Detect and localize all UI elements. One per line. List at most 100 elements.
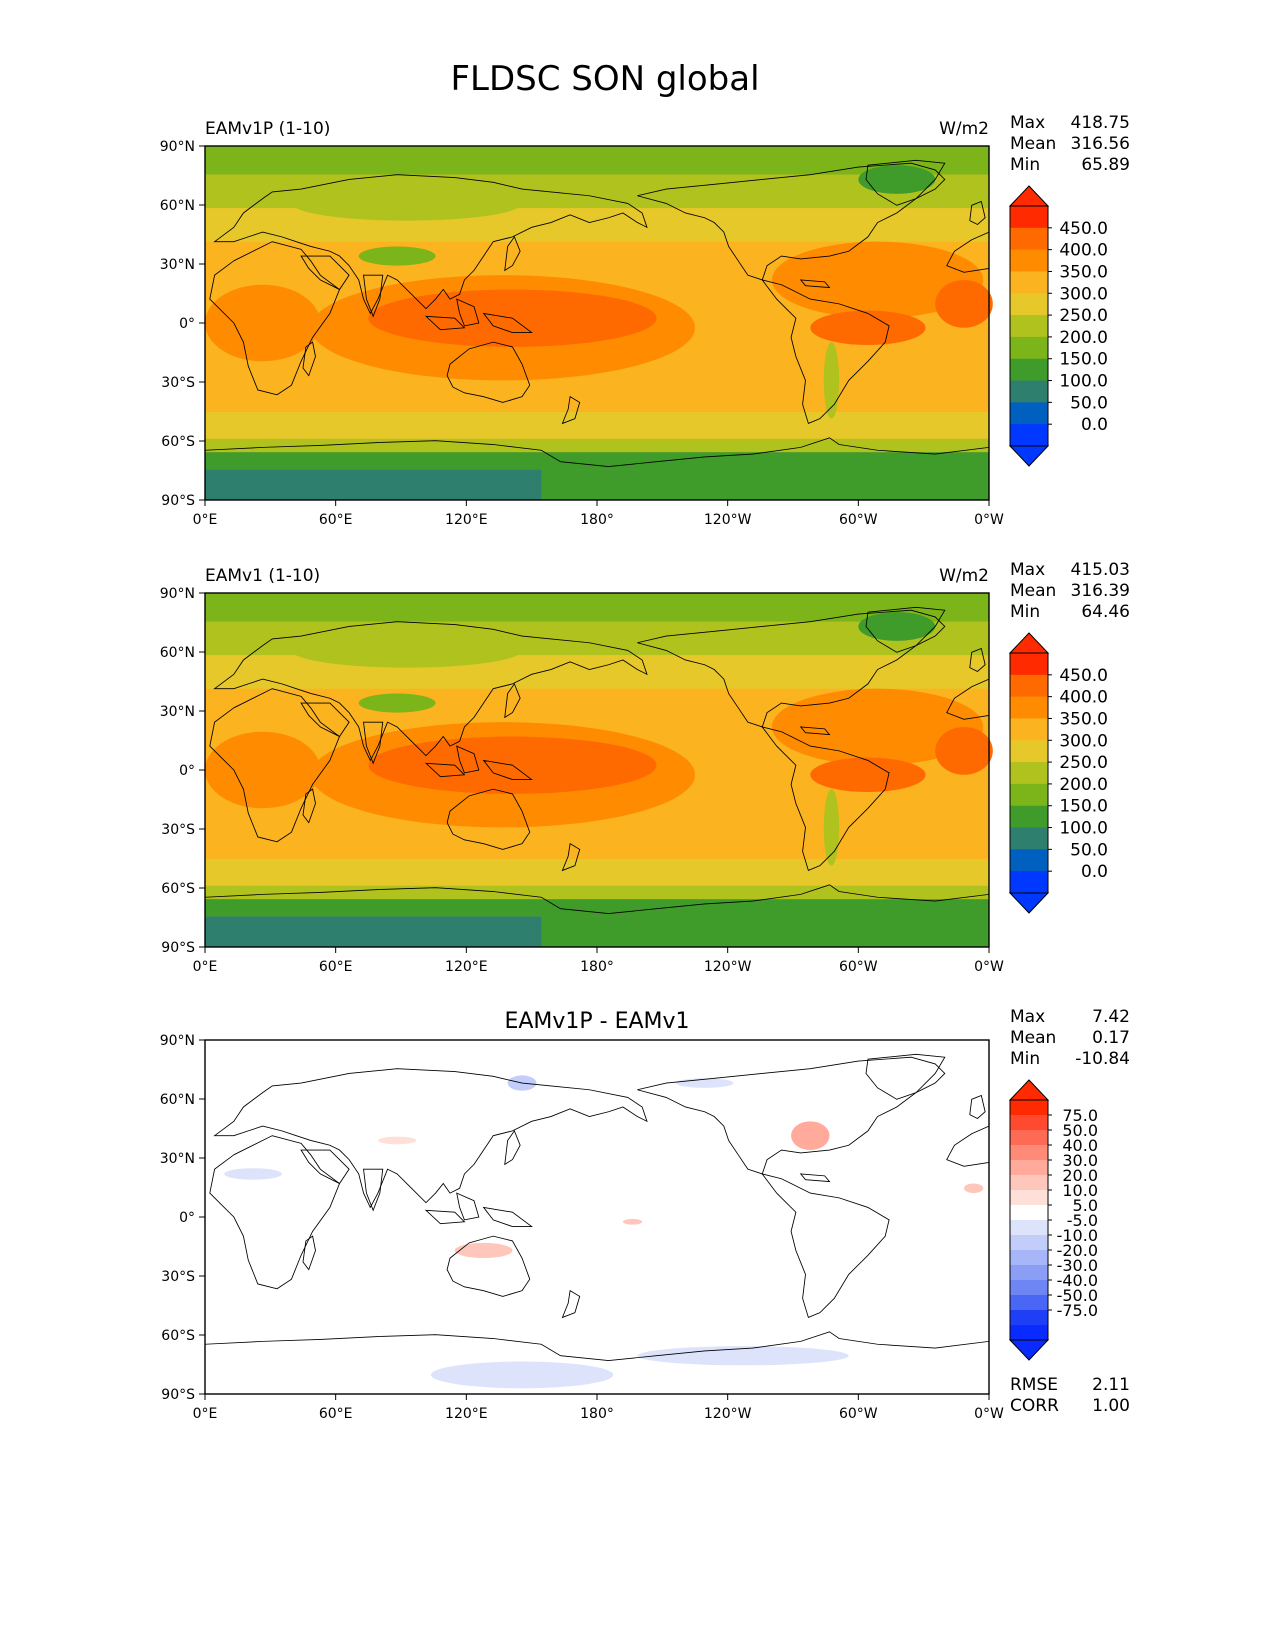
metric-value: 2.11 [1092,1375,1130,1395]
stat-label: Min [1010,155,1040,175]
lat-tick-label: 30°N [160,1151,195,1167]
colorbar-tick-label: 150.0 [1059,350,1108,370]
stat-value: 415.03 [1071,560,1130,580]
stats-block: Max 415.03 Mean 316.39 Min 64.46 [1010,560,1130,622]
lon-tick-label: 120°E [445,512,488,528]
panel-difference: 90°N 60°N 30°N 0° 30°S 60°S 90°S 0°E 60°E 120°E 18… [160,1007,1130,1422]
colorbar-segment [1010,674,1048,698]
colorbar-segment [1010,849,1048,872]
colorbar-tick-label: 450.0 [1059,219,1108,239]
panel-left-title: EAMv1 (1-10) [205,566,320,586]
colorbar-segment [1010,336,1048,360]
colorbar-tick-label: 10.0 [1062,1181,1098,1200]
colorbar-segment [1010,696,1048,719]
colorbar-tick-label: 0.0 [1081,862,1108,882]
colorbar-tick-label: 300.0 [1059,731,1108,751]
lon-tick-label: 120°E [445,1406,488,1422]
colorbar-segment [1010,740,1048,763]
colorbar-segment [1010,380,1048,403]
colorbar-tick-label: -75.0 [1057,1301,1098,1320]
stat-label: Max [1010,560,1045,580]
lon-tick-label: 60°W [839,512,878,528]
lon-tick-label: 0°E [193,1406,218,1422]
lat-tick-label: 30°S [161,1269,195,1285]
stat-value: 0.17 [1092,1028,1130,1048]
lat-tick-label: 60°N [160,198,195,214]
lat-tick-label: 60°N [160,645,195,661]
lat-tick-label: 90°S [161,1387,195,1403]
lat-tick-label: 30°S [161,375,195,391]
lon-tick-label: 60°E [319,1406,353,1422]
colorbar-tick-label: -20.0 [1057,1241,1098,1260]
colorbar-segment [1010,1100,1048,1116]
colorbar-tick-label: 350.0 [1059,262,1108,282]
lat-tick-label: 30°N [160,704,195,720]
stat-value: 316.39 [1071,581,1130,601]
lon-tick-label: 0°W [974,512,1004,528]
colorbar: 450.0400.0350.0300.0250.0200.0150.0100.0… [1008,632,1108,914]
colorbar-tick-label: -30.0 [1057,1256,1098,1275]
colorbar-segment [1010,315,1048,338]
lon-tick-label: 60°W [839,1406,878,1422]
lon-tick-label: 120°W [704,512,752,528]
colorbar-tick-label: 75.0 [1062,1106,1098,1125]
stat-label: Max [1010,113,1045,133]
lon-tick-label: 60°E [319,959,353,975]
colorbar-segment [1010,402,1048,425]
colorbar-min-extend [1008,892,1050,914]
panel-reference: 90°N 60°N 30°N 0° 30°S 60°S 90°S 0°E 60°E 120°E 18… [160,560,1130,975]
figure-title: FLDSC SON global [450,59,759,99]
lat-tick-label: 0° [179,1210,195,1226]
colorbar: 75.050.040.030.020.010.05.0-5.0-10.0-20.… [1008,1079,1098,1361]
map-test [204,146,993,501]
colorbar-tick-label: 250.0 [1059,306,1108,326]
lon-tick-label: 0°E [193,512,218,528]
lon-tick-label: 120°W [704,1406,752,1422]
lon-tick-label: 180° [580,1406,614,1422]
colorbar-tick-label: 300.0 [1059,284,1108,304]
lat-tick-label: 60°S [161,434,195,450]
panel-left-title: EAMv1P (1-10) [205,119,330,139]
panel-center-title: EAMv1P - EAMv1 [504,1009,689,1034]
colorbar-segment [1010,227,1048,251]
colorbar-tick-label: 40.0 [1062,1136,1098,1155]
colorbar-tick-label: 150.0 [1059,797,1108,817]
colorbar-segment [1010,293,1048,316]
panel-test: 90°N 60°N 30°N 0° 30°S 60°S 90°S 0°E 60°E 120°E 18… [160,113,1130,528]
colorbar-tick-label: 400.0 [1059,241,1108,261]
colorbar-max-extend [1008,185,1050,207]
colorbar-segment [1010,783,1048,807]
colorbar-tick-label: 450.0 [1059,666,1108,686]
colorbar-segment [1010,1310,1048,1326]
colorbar-max-extend [1008,1079,1050,1101]
colorbar-segment [1010,1235,1048,1251]
stat-value: 418.75 [1071,113,1130,133]
lon-tick-label: 60°W [839,959,878,975]
lat-tick-label: 30°S [161,822,195,838]
colorbar-tick-label: 5.0 [1073,1196,1098,1215]
stat-value: 7.42 [1092,1007,1130,1027]
stat-value: 65.89 [1081,155,1130,175]
lon-tick-label: 0°E [193,959,218,975]
stats-block: Max 418.75 Mean 316.56 Min 65.89 [1010,113,1130,175]
lat-tick-label: 90°N [160,139,195,155]
lat-tick-label: 90°S [161,940,195,956]
colorbar-segment [1010,1295,1048,1311]
colorbar-segment [1010,805,1048,829]
colorbar-segment [1010,206,1048,229]
colorbar-segment [1010,718,1048,741]
stat-label: Min [1010,602,1040,622]
colorbar-tick-label: 100.0 [1059,819,1108,839]
colorbar-segment [1010,871,1048,894]
colorbar-segment [1010,1250,1048,1266]
panel-units: W/m2 [939,119,989,139]
colorbar-tick-label: 200.0 [1059,328,1108,348]
lon-tick-label: 120°E [445,959,488,975]
lon-tick-label: 60°E [319,512,353,528]
map-reference [204,593,993,947]
colorbar-tick-label: 50.0 [1062,1121,1098,1140]
colorbar-tick-label: 50.0 [1070,393,1108,413]
colorbar-tick-label: 250.0 [1059,753,1108,773]
colorbar-segment [1010,827,1048,850]
